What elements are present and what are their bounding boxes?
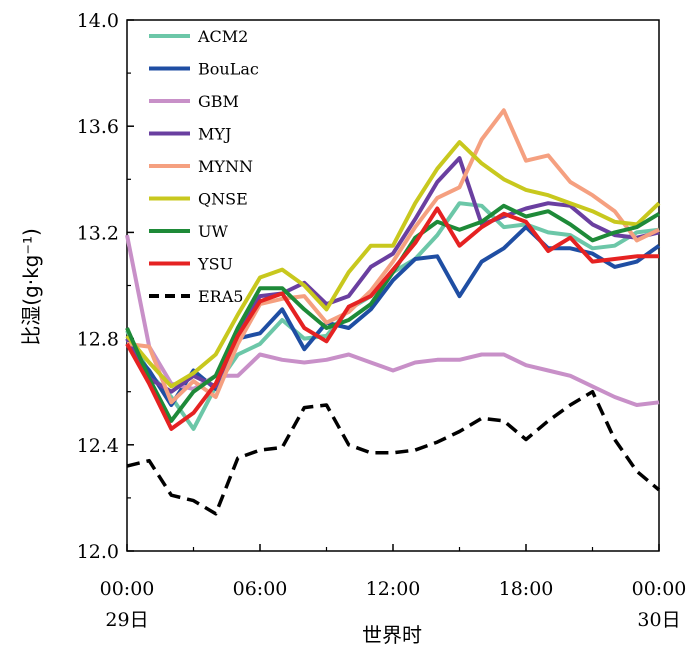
legend-label-gbm: GBM [198, 92, 239, 111]
series-line-qnse [125, 140, 661, 389]
series-line-era5 [126, 389, 661, 516]
plot-axes: 12.0 12.4 12.8 13.2 13.6 14.0 00:00 29日 06:00 12:… [77, 10, 687, 631]
legend-label-qnse: QNSE [198, 190, 248, 209]
y-tick-label: 14.0 [77, 10, 119, 32]
legend-label-ysu: YSU [197, 255, 233, 274]
x-axis-title: 世界时 [362, 623, 422, 647]
legend-label-mynn: MYNN [198, 157, 253, 176]
x-tick-label: 18:00 [499, 578, 554, 600]
legend-label-myj: MYJ [198, 125, 231, 144]
y-tick-label: 13.2 [77, 222, 119, 244]
x-tick-label: 12:00 [366, 578, 421, 600]
series-line-mynn [126, 108, 660, 405]
series-lines [125, 108, 661, 516]
y-tick-label: 12.8 [77, 329, 119, 351]
legend-label-uw: UW [198, 222, 228, 241]
legend-label-acm2: ACM2 [197, 27, 248, 46]
series-line-ysu [125, 206, 659, 431]
x-tick-sublabel: 29日 [105, 609, 148, 631]
legend-label-boulac: BouLac [198, 60, 259, 79]
y-tick-label: 12.0 [77, 541, 119, 563]
series-line-boulac [125, 225, 661, 407]
y-tick-label: 13.6 [77, 116, 119, 138]
y-tick-label: 12.4 [77, 435, 119, 457]
y-axis-title: 比湿(g·kg⁻¹) [19, 228, 43, 346]
legend: ACM2 BouLac GBM MYJ MYNN QNSE UW YSU ERA5 [149, 27, 259, 306]
x-tick-label: 00:00 [632, 578, 687, 600]
x-tick-sublabel: 30日 [637, 609, 680, 631]
x-tick-label: 06:00 [233, 578, 288, 600]
x-tick-label: 00:00 [100, 578, 155, 600]
legend-label-era5: ERA5 [198, 287, 243, 306]
